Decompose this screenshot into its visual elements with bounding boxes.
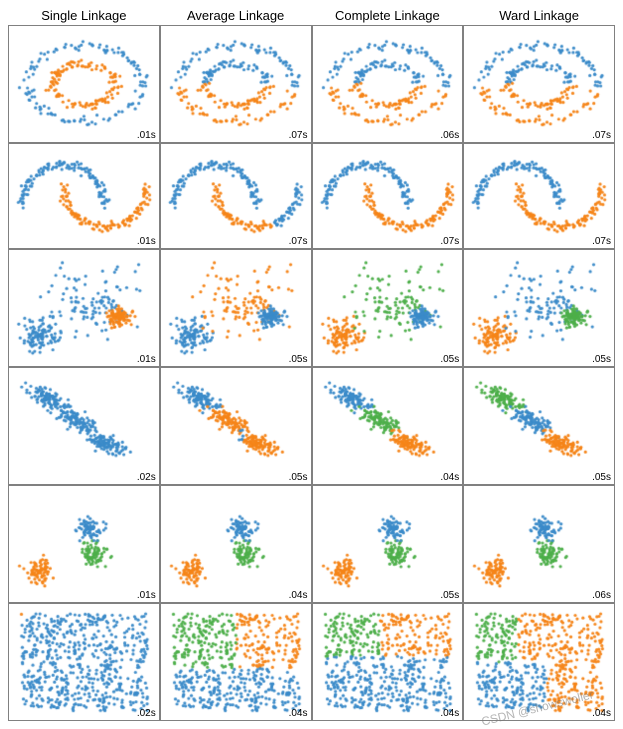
subplot-panel: .05s (160, 367, 312, 485)
scatter-canvas (161, 604, 311, 720)
scatter-canvas (313, 250, 463, 366)
column-header: Ward Linkage (463, 8, 615, 25)
column-header: Average Linkage (160, 8, 312, 25)
scatter-canvas (313, 144, 463, 248)
subplot-panel: .01s (8, 25, 160, 143)
scatter-canvas (464, 368, 614, 484)
subplot-grid: Single LinkageAverage LinkageComplete Li… (8, 8, 615, 721)
scatter-canvas (9, 26, 159, 142)
scatter-canvas (9, 144, 159, 248)
scatter-canvas (161, 250, 311, 366)
subplot-panel: .07s (312, 143, 464, 249)
scatter-canvas (9, 250, 159, 366)
subplot-panel: .01s (8, 249, 160, 367)
scatter-canvas (313, 368, 463, 484)
subplot-panel: .07s (160, 25, 312, 143)
scatter-canvas (464, 486, 614, 602)
subplot-panel: .02s (8, 367, 160, 485)
scatter-canvas (9, 604, 159, 720)
scatter-canvas (464, 604, 614, 720)
subplot-panel: .05s (463, 367, 615, 485)
subplot-panel: .04s (312, 603, 464, 721)
scatter-canvas (464, 26, 614, 142)
subplot-panel: .06s (463, 485, 615, 603)
scatter-canvas (161, 144, 311, 248)
subplot-panel: .04s (160, 603, 312, 721)
subplot-panel: .05s (312, 485, 464, 603)
column-header: Single Linkage (8, 8, 160, 25)
scatter-canvas (161, 486, 311, 602)
scatter-canvas (161, 26, 311, 142)
subplot-panel: .07s (463, 143, 615, 249)
scatter-canvas (313, 604, 463, 720)
subplot-panel: .01s (8, 143, 160, 249)
subplot-panel: .05s (160, 249, 312, 367)
column-header: Complete Linkage (312, 8, 464, 25)
scatter-canvas (9, 486, 159, 602)
subplot-panel: .04s (160, 485, 312, 603)
subplot-panel: .05s (463, 249, 615, 367)
scatter-canvas (161, 368, 311, 484)
subplot-panel: .07s (160, 143, 312, 249)
subplot-panel: .04s (463, 603, 615, 721)
subplot-panel: .05s (312, 249, 464, 367)
scatter-canvas (464, 144, 614, 248)
subplot-panel: .04s (312, 367, 464, 485)
subplot-panel: .02s (8, 603, 160, 721)
scatter-canvas (313, 486, 463, 602)
figure-root: Single LinkageAverage LinkageComplete Li… (8, 8, 615, 721)
scatter-canvas (313, 26, 463, 142)
subplot-panel: .07s (463, 25, 615, 143)
scatter-canvas (464, 250, 614, 366)
subplot-panel: .01s (8, 485, 160, 603)
subplot-panel: .06s (312, 25, 464, 143)
scatter-canvas (9, 368, 159, 484)
